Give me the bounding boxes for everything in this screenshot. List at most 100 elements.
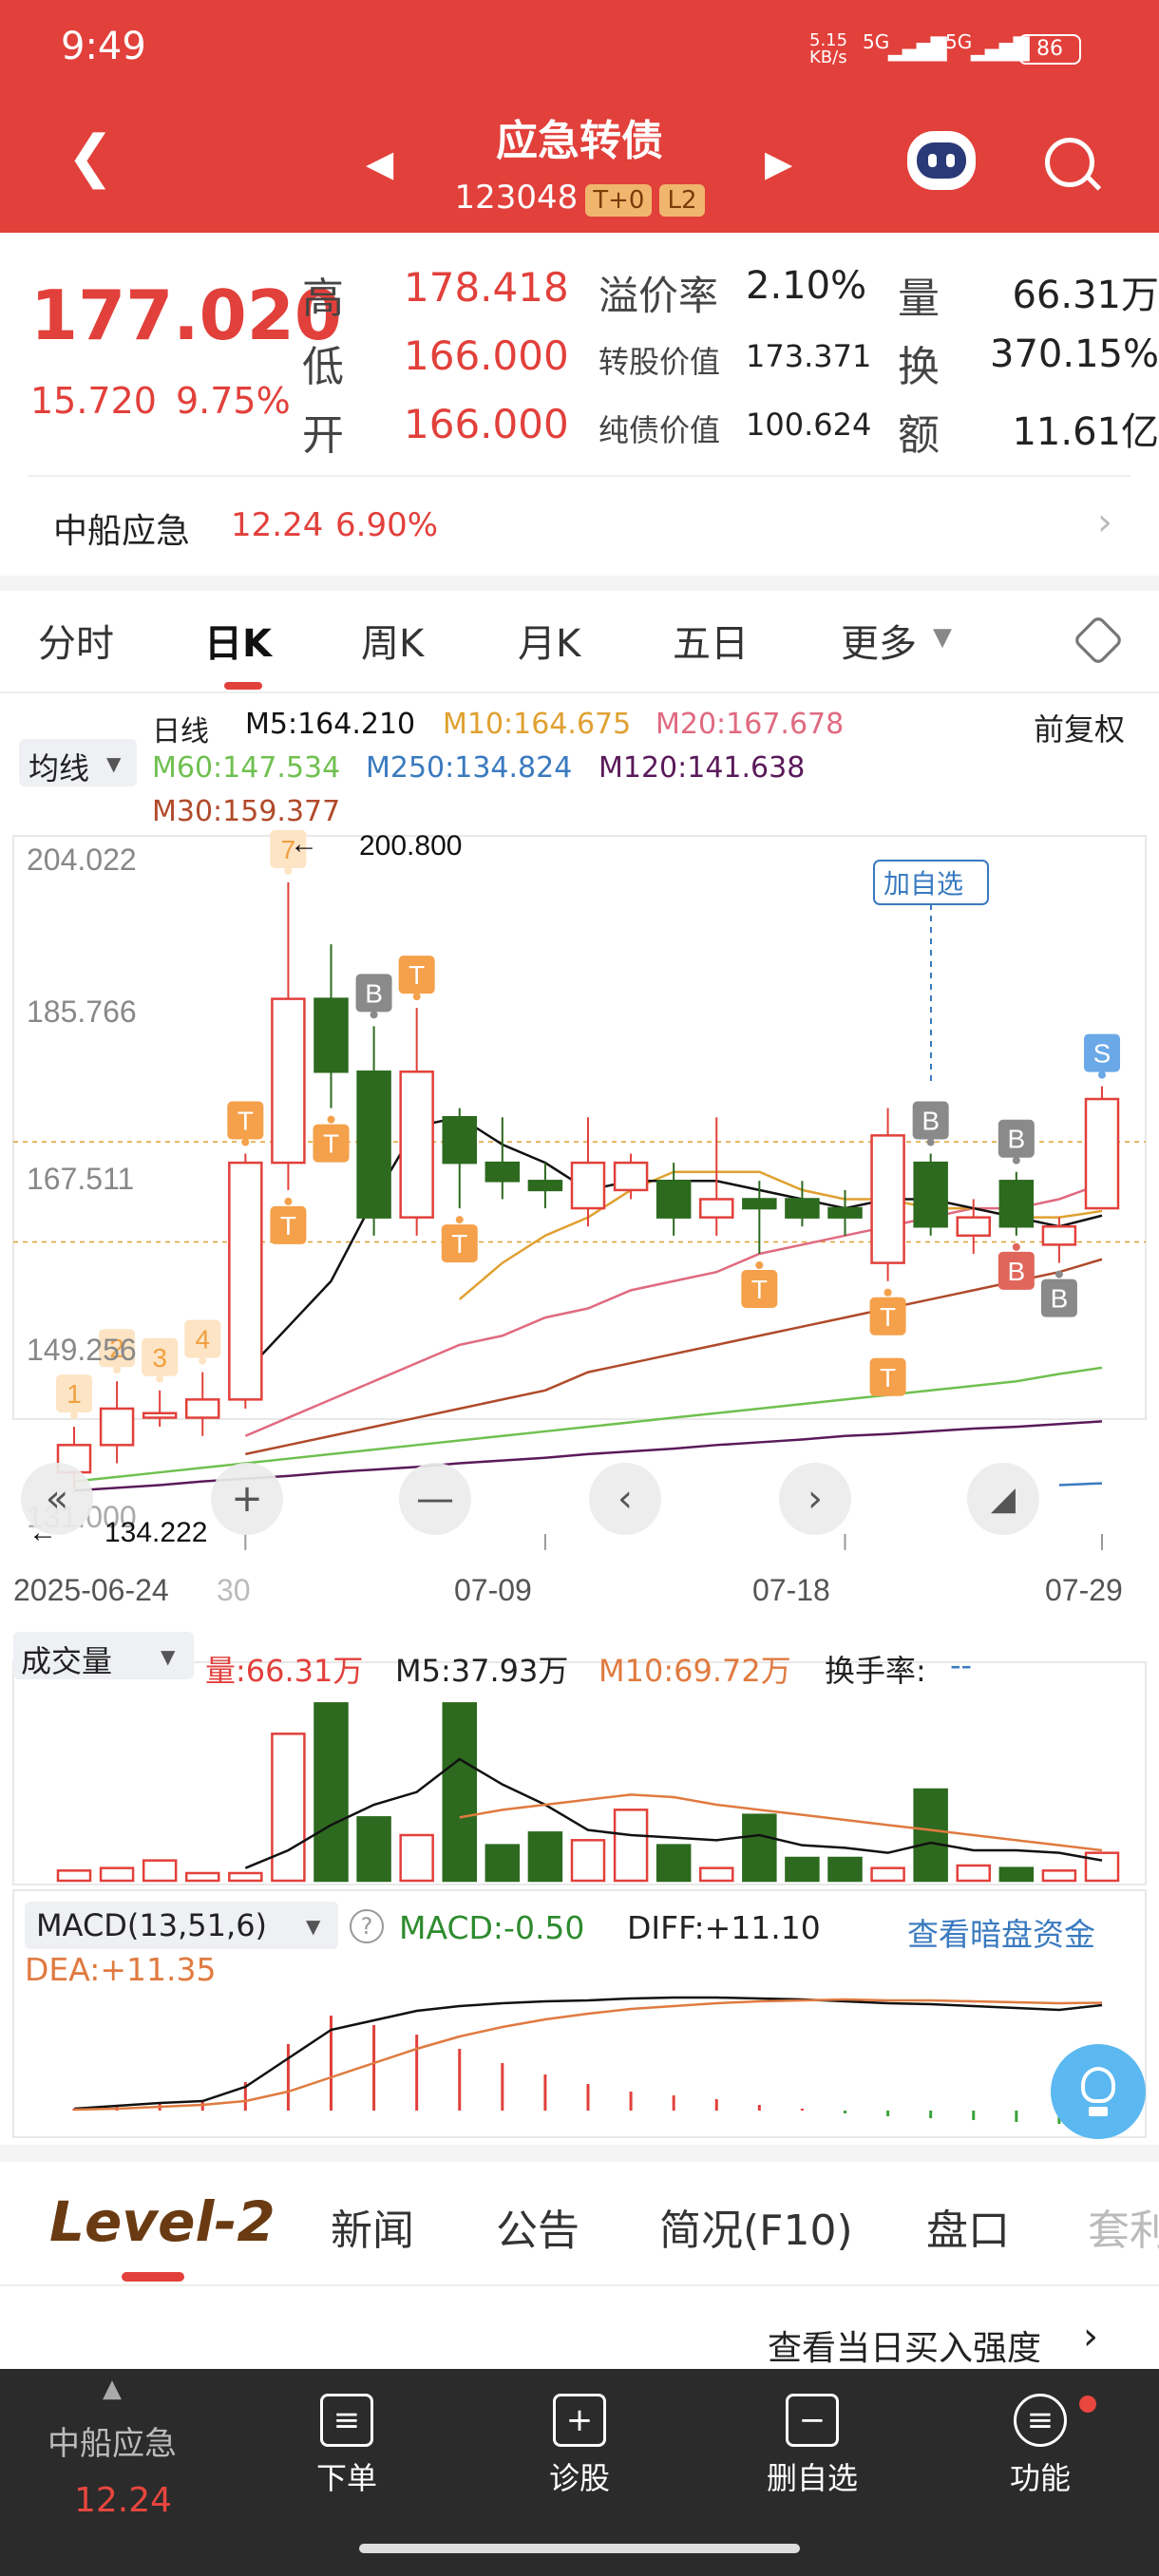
volume-bar-5 bbox=[271, 1733, 306, 1883]
help-icon[interactable]: ? bbox=[350, 1909, 384, 1943]
marker-label-9: T bbox=[408, 960, 425, 990]
tab-news[interactable]: 新闻 bbox=[331, 2207, 414, 2255]
tab-monthly-k[interactable]: 月K bbox=[518, 622, 581, 666]
marker-label-13: T bbox=[880, 1363, 896, 1392]
marker-tag-10 bbox=[441, 1224, 478, 1263]
nav-diagnose[interactable]: + 诊股 bbox=[532, 2394, 627, 2498]
signal-5g-1: 5G bbox=[863, 30, 890, 53]
fullscreen-icon[interactable]: ◢ bbox=[967, 1463, 1039, 1535]
tab-daily-k[interactable]: 日K bbox=[204, 622, 272, 666]
marker-dot-7 bbox=[327, 1115, 335, 1124]
l2-badge: L2 bbox=[659, 184, 705, 217]
chevron-right-icon: › bbox=[1097, 501, 1112, 544]
marker-tag-7 bbox=[313, 1124, 350, 1163]
conv-value: 173.371 bbox=[746, 338, 872, 374]
scroll-left-icon[interactable]: ‹ bbox=[589, 1463, 661, 1535]
y-label-3: 149.256 bbox=[27, 1333, 137, 1367]
minus-icon[interactable]: — bbox=[399, 1463, 471, 1535]
low-value: 166.000 bbox=[404, 332, 569, 379]
marker-tag-5 bbox=[270, 829, 307, 868]
volume-bar-11 bbox=[527, 1831, 563, 1883]
divider bbox=[28, 475, 1130, 477]
tab-five-day[interactable]: 五日 bbox=[673, 622, 749, 666]
marker-tag-2 bbox=[142, 1337, 179, 1376]
marker-tag-18 bbox=[1084, 1033, 1120, 1072]
ma-selector[interactable]: 均线 ▼ bbox=[19, 739, 137, 786]
ma30-line bbox=[245, 1258, 1103, 1456]
robot-assistant-icon[interactable] bbox=[907, 131, 976, 190]
candle-body-18 bbox=[827, 1206, 863, 1219]
back-icon[interactable]: ❮ bbox=[66, 123, 115, 190]
volume-bar-10 bbox=[484, 1844, 521, 1883]
vol_ma10-line bbox=[459, 1793, 1103, 1852]
prev-stock-icon[interactable]: ◀ bbox=[366, 142, 394, 184]
dea-value: DEA:+11.35 bbox=[25, 1951, 217, 1988]
next-stock-icon[interactable]: ▶ bbox=[765, 142, 793, 184]
marker-label-15: B bbox=[1007, 1257, 1025, 1286]
signal-5g-2: 5G bbox=[945, 30, 973, 53]
settings-icon[interactable] bbox=[1072, 614, 1125, 667]
underlying-stock-row[interactable]: 中船应急 12.24 6.90% › bbox=[0, 480, 1159, 575]
marker-label-8: B bbox=[365, 978, 383, 1008]
volume-bar-17 bbox=[785, 1856, 820, 1883]
premium-label: 溢价率 bbox=[598, 273, 719, 319]
volume-bar-18 bbox=[827, 1856, 863, 1883]
nav-function[interactable]: ≡ 功能 bbox=[993, 2394, 1088, 2498]
candle-body-13 bbox=[613, 1161, 649, 1192]
net-speed: 5.15 KB/s bbox=[809, 30, 848, 67]
marker-label-14: B bbox=[922, 1107, 940, 1136]
high-label: 高 bbox=[302, 275, 344, 323]
candle-body-4 bbox=[228, 1161, 263, 1401]
nav-function-label: 功能 bbox=[1009, 2460, 1071, 2496]
marker-label-0: 1 bbox=[66, 1379, 82, 1409]
marker-dot-8 bbox=[370, 1011, 378, 1019]
tab-notice[interactable]: 公告 bbox=[496, 2207, 580, 2255]
hint-bulb-icon[interactable] bbox=[1051, 2044, 1146, 2139]
price-change: 15.720 bbox=[30, 380, 157, 422]
ma120-legend: M120:141.638 bbox=[598, 751, 806, 785]
chevron-right-icon: › bbox=[1083, 2315, 1098, 2358]
zoom-out-icon[interactable]: « bbox=[21, 1463, 93, 1535]
volume-bar-23 bbox=[1041, 1869, 1077, 1883]
marker-tag-17 bbox=[1040, 1279, 1077, 1317]
tab-arbitrage[interactable]: 套利 bbox=[1088, 2207, 1159, 2253]
candle-body-12 bbox=[570, 1161, 606, 1210]
nav-remove-watch[interactable]: − 删自选 bbox=[750, 2394, 874, 2498]
tab-level2[interactable]: Level-2 bbox=[49, 2189, 276, 2254]
scroll-right-icon[interactable]: › bbox=[779, 1463, 851, 1535]
marker-tag-9 bbox=[398, 956, 435, 994]
y-label-1: 185.766 bbox=[27, 994, 137, 1029]
tab-order-book[interactable]: 盘口 bbox=[926, 2207, 1010, 2255]
dark-pool-link[interactable]: 查看暗盘资金 bbox=[907, 1916, 1095, 1953]
volume-label: 量 bbox=[898, 275, 940, 323]
tab-f10[interactable]: 简况(F10) bbox=[659, 2207, 853, 2255]
tab-intraday[interactable]: 分时 bbox=[38, 622, 114, 666]
tab-more[interactable]: 更多 bbox=[841, 622, 917, 666]
marker-tag-6 bbox=[270, 1205, 307, 1244]
marker-label-1: 2 bbox=[109, 1334, 124, 1363]
volume-selector[interactable]: 成交量 ▼ bbox=[13, 1632, 194, 1679]
search-icon[interactable] bbox=[1045, 138, 1094, 187]
marker-dot-6 bbox=[284, 1197, 293, 1205]
tab-weekly-k[interactable]: 周K bbox=[361, 622, 425, 666]
ma250-line bbox=[1058, 1482, 1103, 1487]
buy-strength-link[interactable]: 查看当日买入强度 bbox=[768, 2329, 1042, 2368]
zoom-in-icon[interactable]: + bbox=[211, 1463, 283, 1535]
adjust-type[interactable]: 前复权 bbox=[1034, 711, 1126, 748]
bottom-nav bbox=[0, 2369, 1159, 2576]
nav-order[interactable]: ≡ 下单 bbox=[304, 2394, 390, 2498]
ma5-legend: M5:164.210 bbox=[245, 708, 416, 741]
marker-label-6: T bbox=[280, 1211, 296, 1241]
macd-selector[interactable]: MACD(13,51,6) ▼ bbox=[25, 1902, 338, 1949]
nav-stock-name[interactable]: 中船应急 bbox=[48, 2425, 177, 2463]
stock-code: 123048 bbox=[454, 179, 579, 217]
marker-tag-14 bbox=[912, 1101, 949, 1140]
volume-bar-13 bbox=[613, 1809, 649, 1883]
candle-body-17 bbox=[785, 1198, 820, 1219]
function-icon: ≡ bbox=[1014, 2394, 1067, 2447]
candle-body-1 bbox=[99, 1407, 135, 1447]
expand-up-icon[interactable]: ▲ bbox=[103, 2375, 122, 2403]
candle-body-8 bbox=[399, 1070, 434, 1219]
marker-dot-14 bbox=[926, 1138, 935, 1146]
